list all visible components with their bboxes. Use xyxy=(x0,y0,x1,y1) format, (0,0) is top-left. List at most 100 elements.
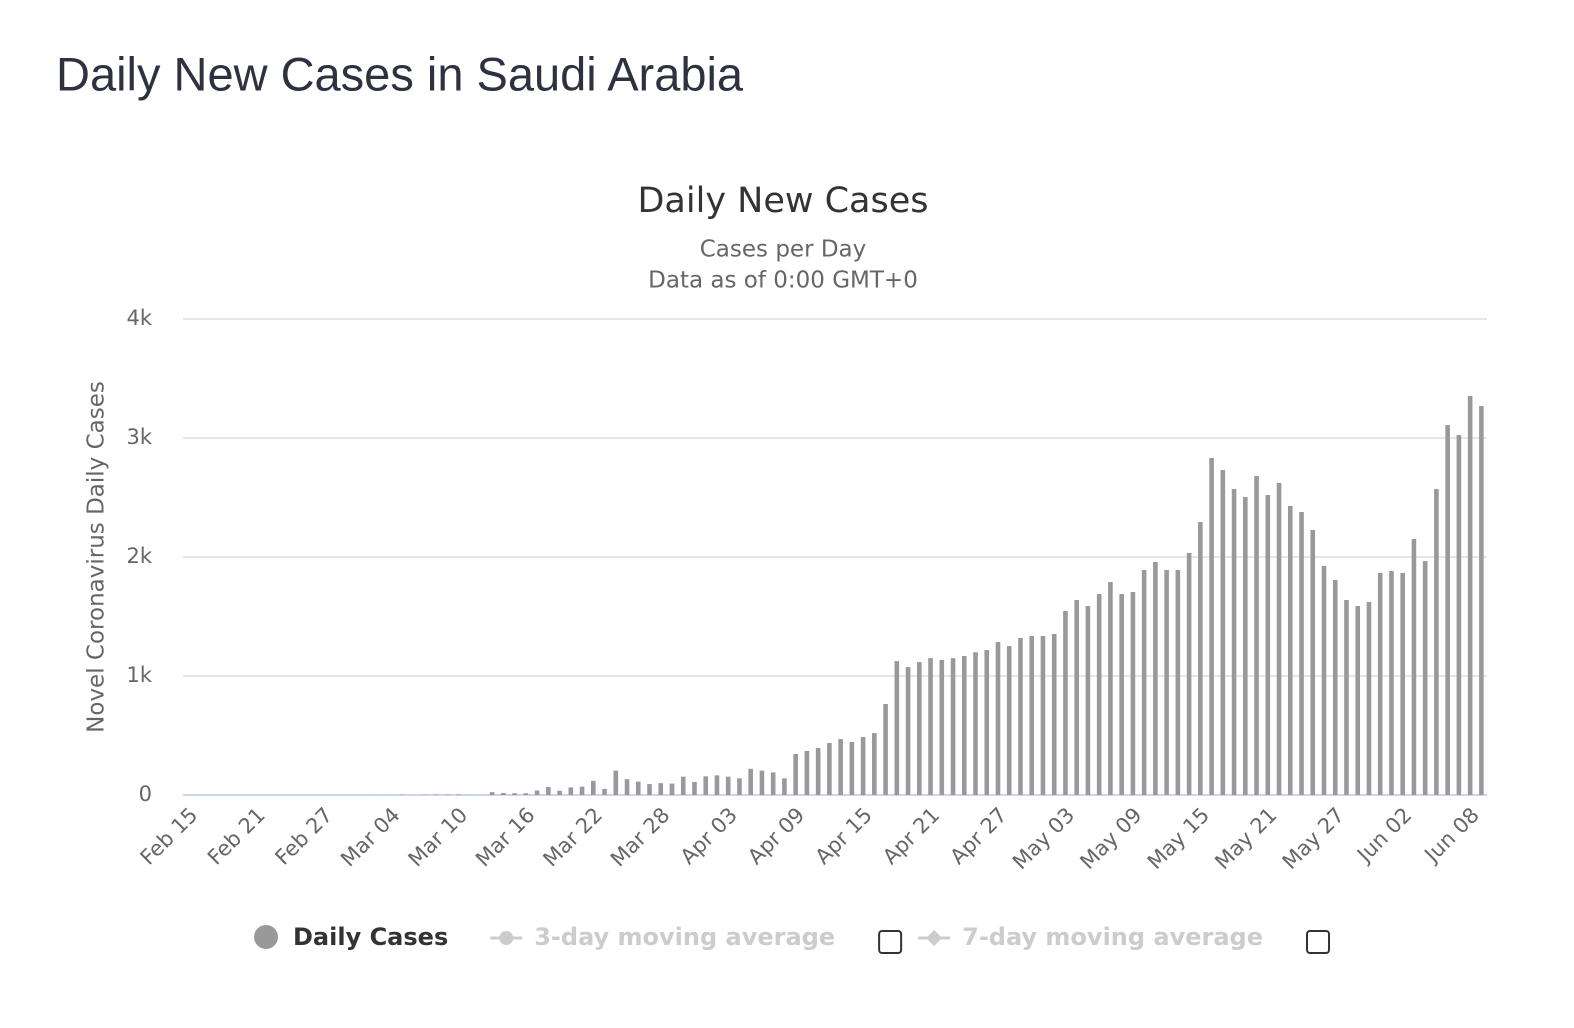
bar xyxy=(512,793,517,795)
bar xyxy=(894,661,900,795)
bar xyxy=(669,783,675,795)
bar xyxy=(714,775,720,795)
bar xyxy=(1445,425,1450,795)
legend-marker xyxy=(499,931,514,945)
bar xyxy=(1276,482,1282,795)
x-tick-label: Feb 15 xyxy=(136,803,203,870)
bar xyxy=(1366,601,1372,795)
bar xyxy=(1231,489,1237,795)
bar xyxy=(1389,571,1394,795)
x-tick-label: Feb 27 xyxy=(270,803,337,870)
bar xyxy=(1130,591,1136,795)
x-tick-label: Jun 02 xyxy=(1351,803,1416,868)
bar xyxy=(1018,637,1023,795)
bar xyxy=(1332,579,1338,795)
bar xyxy=(928,658,933,795)
bar xyxy=(489,792,495,795)
bar xyxy=(703,776,709,795)
bar xyxy=(579,786,585,795)
bar xyxy=(1175,569,1181,795)
x-tick-label: May 27 xyxy=(1278,803,1349,874)
bar xyxy=(1164,569,1169,795)
x-tick-label: Apr 27 xyxy=(945,803,1011,869)
bar xyxy=(1287,505,1293,795)
y-tick-label: 2k xyxy=(126,544,152,568)
bar xyxy=(1006,646,1012,795)
legend-checkbox[interactable] xyxy=(878,930,903,954)
bar xyxy=(1321,566,1327,795)
x-tick-label: May 09 xyxy=(1075,803,1146,874)
x-tick-label: Feb 21 xyxy=(203,803,270,870)
bar xyxy=(939,659,945,795)
bar xyxy=(1186,552,1192,795)
bar xyxy=(1400,572,1405,795)
bar xyxy=(995,642,1001,795)
bar xyxy=(1243,497,1248,795)
bar xyxy=(1377,572,1383,795)
bar xyxy=(557,790,562,795)
chart-subtitle: Data as of 0:00 GMT+0 xyxy=(648,268,918,294)
bar xyxy=(591,780,596,795)
bar xyxy=(838,739,843,795)
x-tick-label: May 21 xyxy=(1210,803,1281,874)
bar xyxy=(804,750,810,795)
bar xyxy=(1198,522,1203,795)
bar xyxy=(883,703,888,795)
bar xyxy=(1299,512,1304,795)
bar xyxy=(1265,495,1271,795)
x-tick-label: May 03 xyxy=(1008,803,1079,874)
bar xyxy=(624,779,630,795)
bar xyxy=(501,792,506,795)
legend-label[interactable]: 7-day moving average xyxy=(962,923,1263,951)
x-tick-label: Mar 28 xyxy=(606,803,675,872)
bar xyxy=(905,667,911,795)
bar xyxy=(1029,636,1035,795)
legend-label[interactable]: 3-day moving average xyxy=(534,923,835,951)
bar xyxy=(950,658,956,795)
bar xyxy=(961,656,967,795)
bar xyxy=(815,747,821,795)
bar xyxy=(1085,606,1091,795)
x-tick-label: Apr 03 xyxy=(676,803,742,869)
bar xyxy=(1209,457,1214,795)
x-tick-label: Apr 09 xyxy=(743,803,809,869)
bar xyxy=(1344,599,1349,795)
bar xyxy=(737,778,742,795)
x-tick-label: Apr 21 xyxy=(878,803,944,869)
bar xyxy=(1456,435,1462,795)
legend-label[interactable]: Daily Cases xyxy=(293,923,448,951)
bar xyxy=(1355,606,1361,795)
bar xyxy=(748,768,753,795)
x-tick-label: Jun 08 xyxy=(1419,803,1484,868)
bar xyxy=(770,772,776,795)
x-tick-label: May 15 xyxy=(1143,803,1214,874)
bar xyxy=(1467,395,1473,795)
bar xyxy=(658,783,664,795)
bar xyxy=(1063,611,1068,795)
y-tick-label: 0 xyxy=(139,782,152,806)
bar xyxy=(1220,470,1226,795)
x-tick-label: Mar 16 xyxy=(471,803,540,872)
bar xyxy=(1040,636,1046,795)
bar xyxy=(1434,489,1439,795)
bar xyxy=(456,794,461,795)
bar xyxy=(860,737,866,795)
y-tick-label: 3k xyxy=(126,425,152,449)
bar xyxy=(793,753,798,795)
bar xyxy=(759,770,765,795)
legend-checkbox[interactable] xyxy=(1306,930,1331,954)
bar xyxy=(917,662,922,795)
bar xyxy=(613,770,619,795)
legend-marker xyxy=(926,930,943,946)
chart-subtitle: Cases per Day xyxy=(700,237,867,263)
bar xyxy=(872,733,877,795)
bar xyxy=(1096,594,1102,795)
legend-marker xyxy=(254,925,278,949)
bar xyxy=(827,742,832,795)
y-axis-title: Novel Coronavirus Daily Cases xyxy=(84,381,110,733)
bar xyxy=(1411,539,1417,795)
bar xyxy=(1141,569,1147,795)
y-tick-label: 4k xyxy=(126,306,152,330)
bar xyxy=(1310,529,1316,795)
